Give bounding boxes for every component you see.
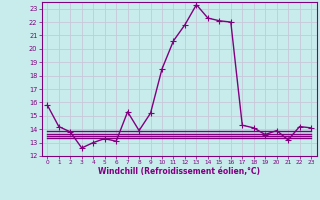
X-axis label: Windchill (Refroidissement éolien,°C): Windchill (Refroidissement éolien,°C) [98,167,260,176]
